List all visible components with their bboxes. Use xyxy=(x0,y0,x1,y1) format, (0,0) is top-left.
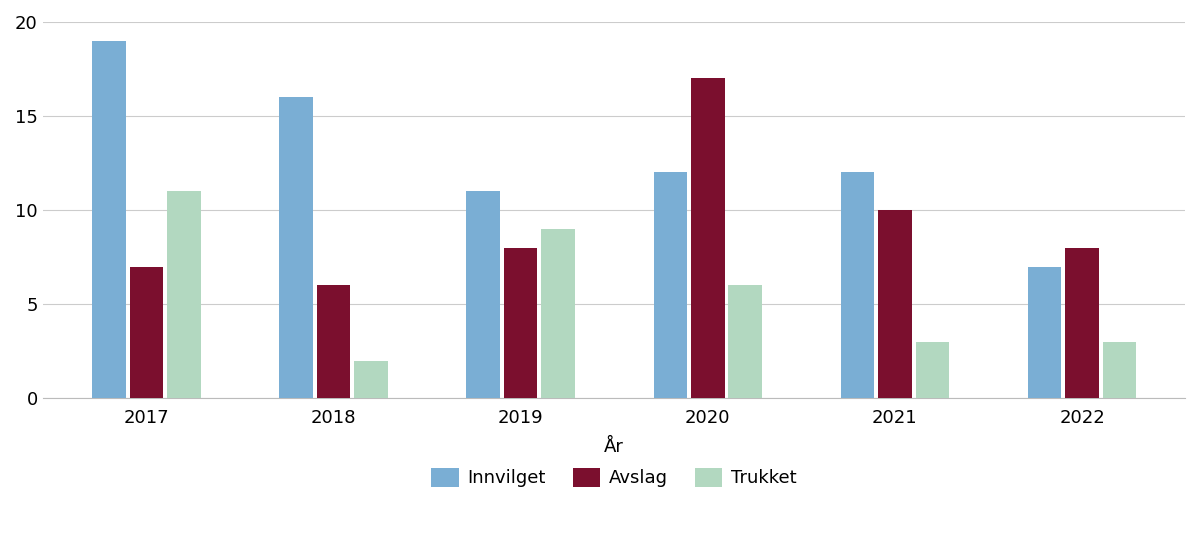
Bar xyxy=(467,191,500,398)
Bar xyxy=(354,360,388,398)
Legend: Innvilget, Avslag, Trukket: Innvilget, Avslag, Trukket xyxy=(425,461,804,494)
Bar xyxy=(916,342,949,398)
Bar xyxy=(691,79,725,398)
Bar xyxy=(841,172,875,398)
Bar xyxy=(1028,267,1062,398)
Bar xyxy=(167,191,200,398)
Bar xyxy=(541,229,575,398)
Bar xyxy=(1103,342,1136,398)
Bar xyxy=(130,267,163,398)
Bar xyxy=(504,248,538,398)
Bar xyxy=(728,285,762,398)
Bar xyxy=(878,210,912,398)
Bar xyxy=(1066,248,1099,398)
Bar xyxy=(92,41,126,398)
X-axis label: År: År xyxy=(605,439,624,456)
Bar xyxy=(654,172,688,398)
Bar xyxy=(280,97,313,398)
Bar xyxy=(317,285,350,398)
